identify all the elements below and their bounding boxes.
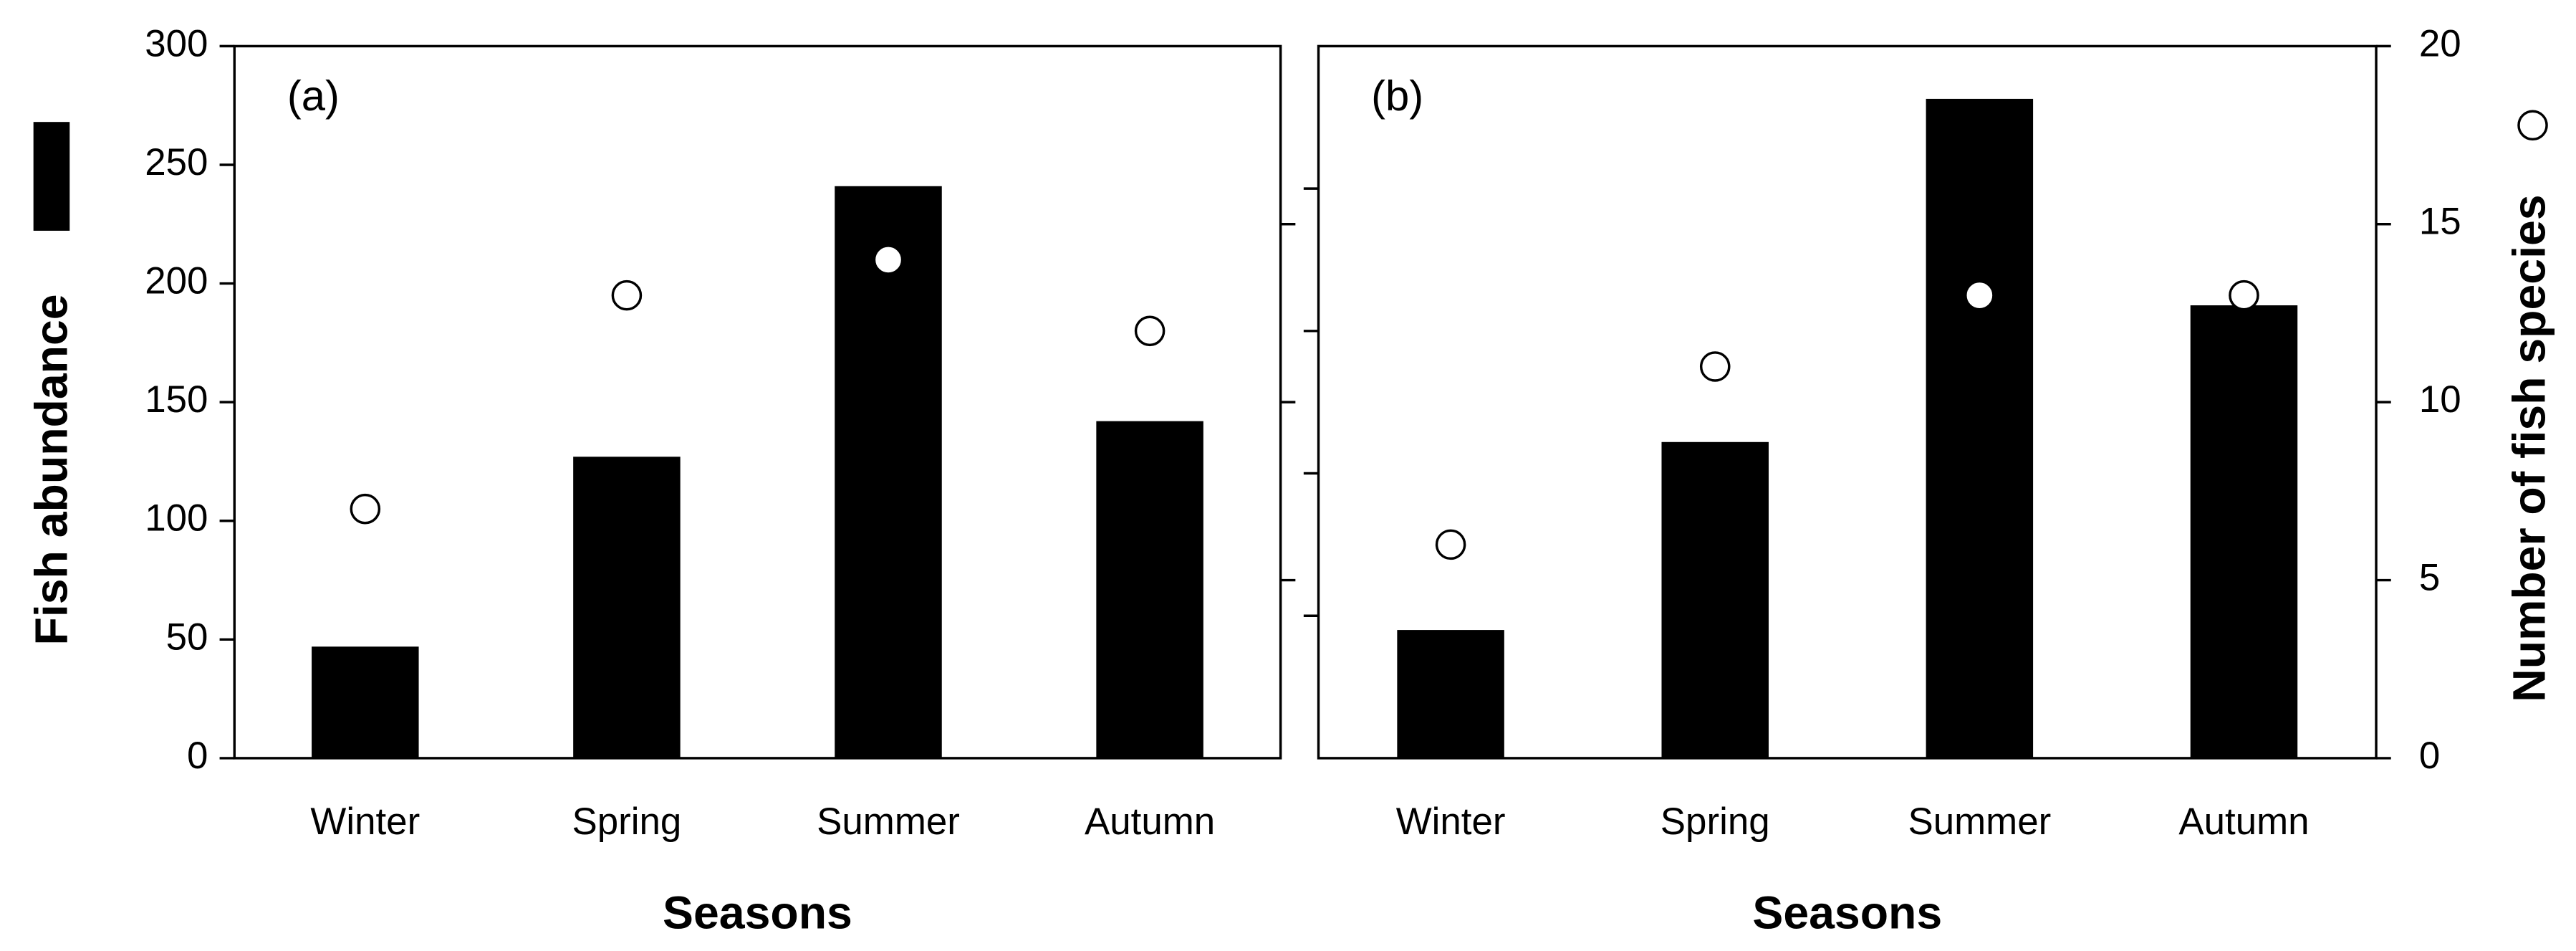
y-tick-label: 100 [145,497,208,540]
bar [573,457,681,758]
x-tick-label: Winter [310,801,420,843]
species-marker [873,244,904,275]
species-marker [2229,279,2259,311]
y-tick-label: 250 [145,141,208,183]
panel-label: (b) [1371,72,1423,120]
species-marker [350,493,381,525]
panel-label: (a) [287,72,340,120]
y-tick-label: 0 [187,735,208,777]
x-axis-title: Seasons [663,887,852,939]
x-tick-label: Summer [817,801,960,843]
species-marker [1964,279,1995,311]
x-tick-label: Winter [1396,801,1506,843]
y-tick-label: 50 [166,616,208,658]
bar [1661,441,1769,758]
x-tick-label: Spring [572,801,681,843]
bar [1397,630,1504,758]
species-marker [1699,351,1731,382]
y-tick-label: 200 [145,260,208,302]
y-axis-title: Fish abundance [26,294,77,645]
legend-marker [2517,110,2548,141]
y2-tick-label: 20 [2419,22,2461,64]
y-tick-label: 300 [145,22,208,64]
x-tick-label: Spring [1661,801,1770,843]
x-axis-title: Seasons [1752,887,1942,939]
bar [2190,305,2298,758]
species-marker [1435,529,1466,560]
y2-axis-title: Number of fish species [2504,194,2555,702]
y2-tick-label: 0 [2419,735,2440,777]
y-tick-label: 150 [145,378,208,421]
bar [312,646,419,758]
y2-tick-label: 10 [2419,378,2461,421]
y2-tick-label: 15 [2419,201,2461,243]
legend-swatch [33,122,70,231]
y2-tick-label: 5 [2419,557,2440,599]
x-tick-label: Autumn [2178,801,2309,843]
x-tick-label: Autumn [1085,801,1215,843]
species-marker [611,279,643,311]
bar [1096,421,1203,758]
x-tick-label: Summer [1908,801,2051,843]
bar [1926,98,2034,758]
species-marker [1134,315,1166,347]
bar [835,186,942,758]
